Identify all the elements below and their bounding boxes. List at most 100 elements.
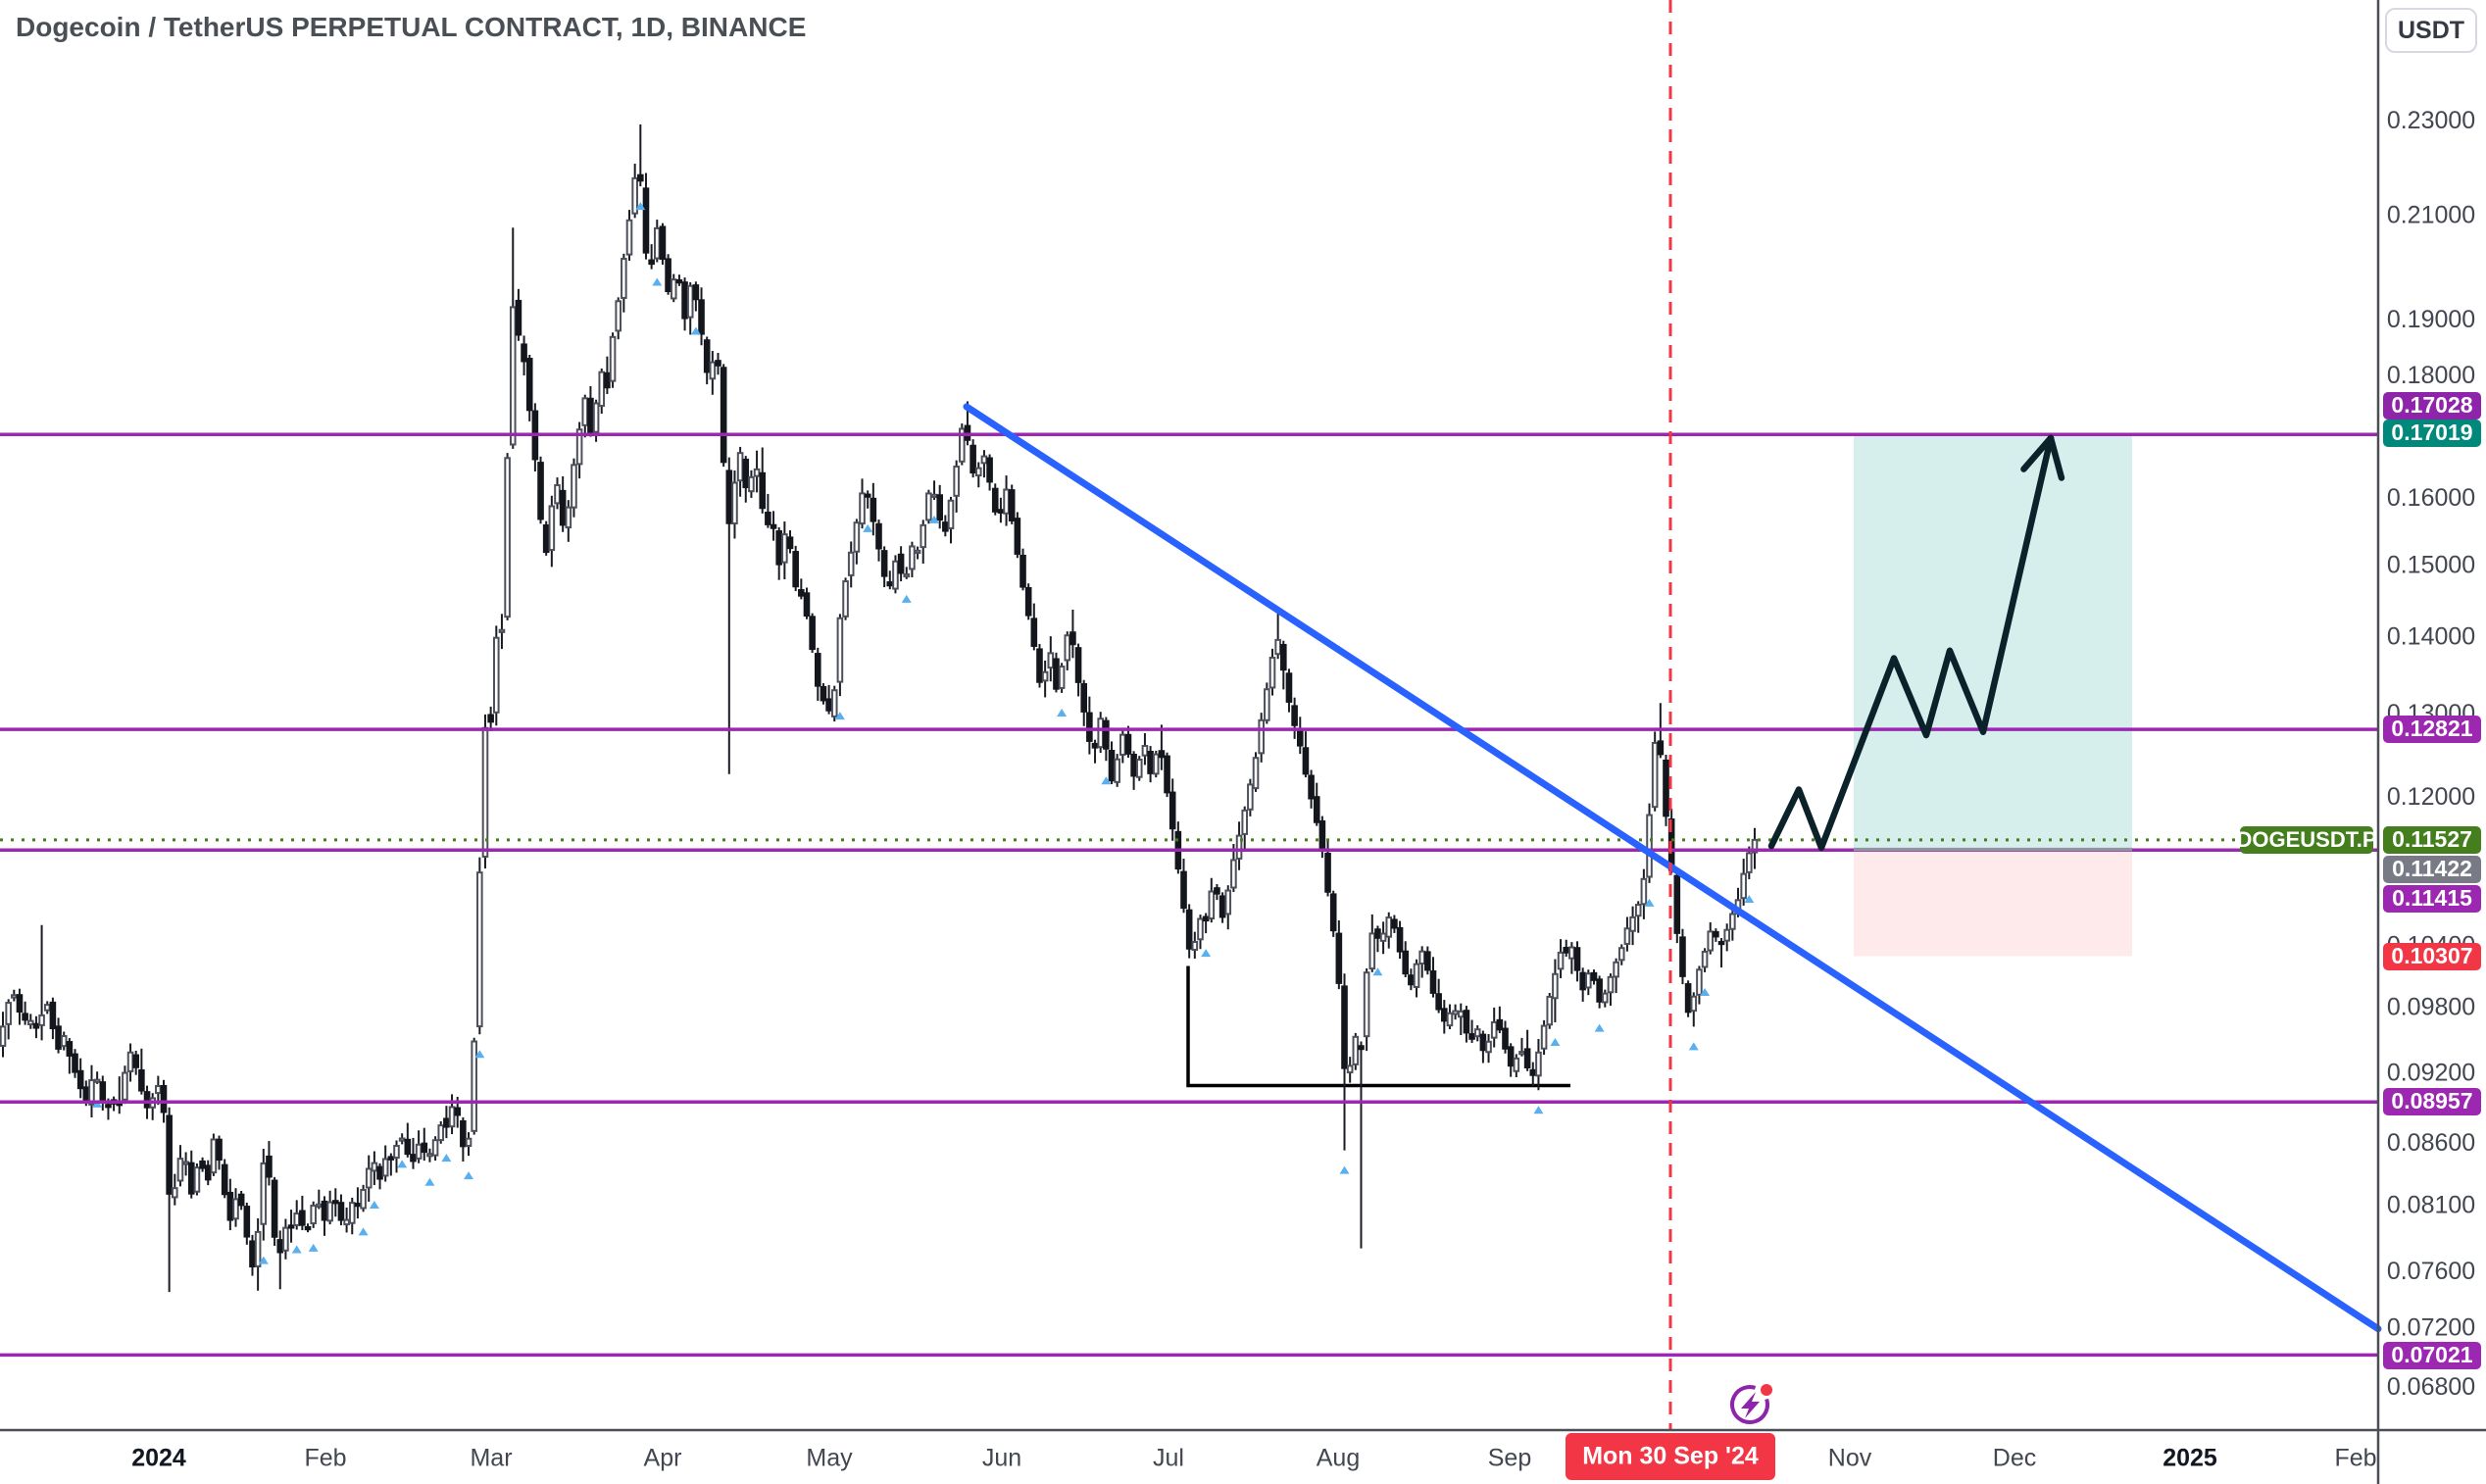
candle-down <box>1468 1033 1475 1040</box>
candle-down <box>1717 940 1725 946</box>
candle-down <box>1024 586 1032 617</box>
candle-down <box>775 530 783 566</box>
candle-down <box>1679 936 1686 977</box>
candle-up <box>1457 1010 1465 1018</box>
projection-arrowhead <box>2020 434 2055 472</box>
level-badge-text: 0.07021 <box>2391 1342 2472 1367</box>
candle-down <box>587 397 594 433</box>
indicator-triangle-marker <box>369 1201 379 1210</box>
candle-down <box>1008 489 1016 521</box>
support-bracket-line[interactable] <box>1186 965 1570 1088</box>
candle-down <box>1507 1046 1515 1067</box>
candle-down <box>1019 555 1026 588</box>
indicator-triangle-marker <box>291 1245 302 1254</box>
candle-down <box>1164 755 1170 794</box>
symbol-price-label-text: DOGEUSDT.P <box>2236 827 2376 852</box>
candle-up <box>1135 759 1143 778</box>
candle-down <box>1069 631 1076 646</box>
candle-down <box>138 1068 145 1092</box>
candle-down <box>798 589 805 597</box>
candle-up <box>465 1137 472 1148</box>
candle-up <box>365 1167 373 1189</box>
candle-up <box>598 371 606 408</box>
candle-up <box>1041 670 1049 682</box>
indicator-triangle-marker <box>1594 1023 1605 1032</box>
indicator-triangle-marker <box>1700 987 1711 996</box>
long-position-profit-zone[interactable] <box>1854 434 2132 850</box>
indicator-triangle-marker <box>1533 1106 1544 1114</box>
candle-up <box>471 1040 477 1132</box>
candle-down <box>1596 978 1603 1003</box>
candle-up <box>1264 688 1270 721</box>
candle-down <box>986 457 993 483</box>
candle-down <box>1402 950 1410 975</box>
currency-unit-button[interactable]: USDT <box>2385 8 2477 53</box>
candle-down <box>681 281 688 320</box>
candle-down <box>604 371 611 389</box>
candle-up <box>1552 972 1559 1000</box>
candle-up <box>1490 1020 1498 1039</box>
indicator-triangle-marker <box>1339 1165 1350 1174</box>
candle-down <box>970 444 976 474</box>
time-axis-label: Aug <box>1317 1445 1360 1472</box>
candle-up <box>260 1162 268 1225</box>
candle-down <box>376 1165 383 1180</box>
time-axis-label: Feb <box>2334 1445 2376 1472</box>
candle-up <box>5 1002 12 1025</box>
candle-down <box>1147 750 1154 774</box>
descending-trendline[interactable] <box>963 403 2382 1333</box>
candle-up <box>842 580 849 618</box>
candle-down <box>770 523 777 529</box>
indicator-triangle-marker <box>1688 1042 1699 1051</box>
candle-down <box>387 1156 395 1161</box>
indicator-triangle-marker <box>1101 776 1112 785</box>
candle-up <box>1058 666 1066 689</box>
candle-up <box>504 457 511 618</box>
candle-down <box>1479 1033 1487 1052</box>
candle-down <box>1313 796 1320 823</box>
candle-up <box>554 484 561 505</box>
level-badge-text: 0.12821 <box>2391 716 2472 741</box>
candle-down <box>525 358 533 412</box>
candle-down <box>1130 754 1137 777</box>
candle-up <box>1446 1012 1454 1027</box>
time-axis-label: Mar <box>470 1445 512 1472</box>
candle-up <box>0 1025 7 1047</box>
candle-up <box>282 1226 289 1252</box>
price-axis-label: 0.07600 <box>2387 1258 2475 1285</box>
target-price-badge <box>2383 420 2481 447</box>
candle-up <box>571 464 577 509</box>
candle-down <box>99 1081 107 1103</box>
candle-up <box>398 1137 406 1142</box>
time-axis-label: Jul <box>1153 1445 1184 1472</box>
candle-down <box>875 522 882 550</box>
candle-up <box>686 284 694 319</box>
candle-up <box>254 1230 262 1267</box>
time-axis-label: Dec <box>1993 1445 2036 1472</box>
candle-up <box>748 475 755 493</box>
level-badge-text: 0.08957 <box>2391 1088 2472 1113</box>
long-position-loss-zone[interactable] <box>1854 849 2132 957</box>
candle-down <box>276 1239 284 1254</box>
candle-down <box>105 1104 112 1109</box>
candle-down <box>204 1164 212 1181</box>
candle-down <box>1168 791 1176 830</box>
notification-dot <box>1761 1384 1772 1396</box>
candle-down <box>521 343 527 363</box>
candle-up <box>548 505 556 552</box>
candle-down <box>1214 887 1220 895</box>
candle-up <box>481 726 489 858</box>
level-badge <box>2383 1342 2481 1369</box>
candle-up <box>60 1034 68 1048</box>
candle-up <box>1097 717 1104 749</box>
candle-down <box>1030 618 1038 647</box>
candle-up <box>1557 951 1565 970</box>
candle-down <box>1391 918 1398 929</box>
candle-down <box>237 1193 245 1207</box>
projection-zigzag[interactable] <box>1767 434 2055 852</box>
candle-up <box>43 1004 51 1012</box>
candle-down <box>1296 728 1304 747</box>
candle-up <box>1268 656 1276 689</box>
